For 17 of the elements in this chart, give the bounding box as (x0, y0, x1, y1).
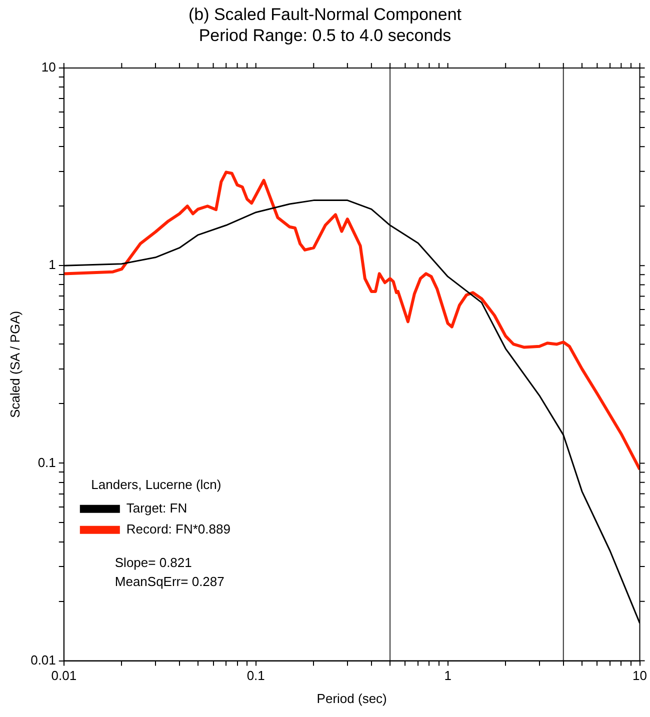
y-tick-label: 1 (48, 257, 56, 272)
annotation: MeanSqErr= 0.287 (114, 572, 224, 591)
y-axis-title: Scaled (SA / PGA) (7, 310, 22, 418)
chart-subtitle: Period Range: 0.5 to 4.0 seconds (198, 25, 452, 46)
x-axis-title: Period (sec) (316, 690, 387, 706)
y-tick-label: 10 (41, 60, 56, 75)
x-tick-label: 0.1 (246, 668, 265, 684)
legend-label: Record: FN*0.889 (126, 521, 230, 536)
x-tick-label: 10 (632, 668, 648, 684)
chart-title: (b) Scaled Fault-Normal Component (187, 4, 463, 25)
y-tick-label: 0.1 (38, 454, 56, 470)
annotation: Slope= 0.821 (114, 554, 193, 572)
x-tick-label: 0.01 (51, 668, 77, 684)
y-tick-label: 0.01 (30, 652, 56, 668)
legend-label: Target: FN (126, 500, 188, 516)
x-tick-label: 1 (444, 668, 452, 684)
legend-title: Landers, Lucerne (lcn) (91, 476, 222, 492)
